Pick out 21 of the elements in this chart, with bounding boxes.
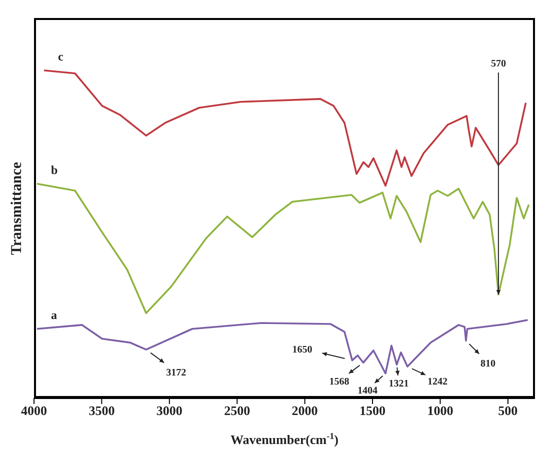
annotation: 1242 xyxy=(427,376,448,388)
annotation: 1568 xyxy=(329,376,350,388)
annotation: 3172 xyxy=(166,368,186,379)
x-tick-label: 3500 xyxy=(88,403,115,418)
x-tick-label: 500 xyxy=(498,403,518,418)
annotation: 1321 xyxy=(388,378,409,390)
x-tick-label: 1500 xyxy=(360,403,386,418)
annotation: 1650 xyxy=(292,344,312,356)
y-axis-title: Transmittance xyxy=(10,161,26,255)
x-tick-label: 1000 xyxy=(427,403,454,418)
x-axis-title: Wavenumber(cm$^{-1}$) xyxy=(230,431,338,447)
annotation: 1404 xyxy=(358,385,378,396)
series-label: b xyxy=(50,162,58,177)
x-tick-label: 2500 xyxy=(224,403,250,418)
annotation: 570 xyxy=(490,58,506,70)
x-tick-label: 3000 xyxy=(156,403,182,418)
x-tick-label: 4000 xyxy=(21,403,47,418)
annotation: 810 xyxy=(480,358,496,370)
series-label: a xyxy=(50,308,57,322)
x-tick-label: 2000 xyxy=(292,403,318,418)
series-label: c xyxy=(58,49,64,64)
